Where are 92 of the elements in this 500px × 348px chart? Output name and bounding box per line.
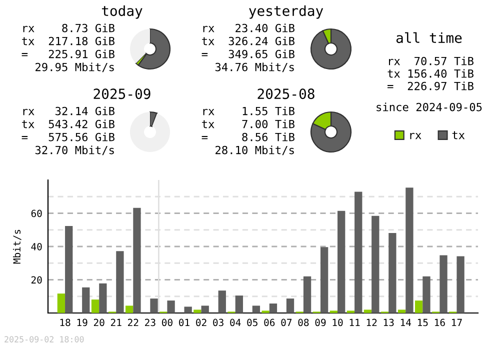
x-tick-label: 00 [162,318,172,326]
x-tick-label: 12 [366,318,377,326]
donut-slice [130,29,150,64]
donut-slice [130,112,170,152]
text: rx 8.73 GiB [23,24,114,32]
bar [406,188,414,313]
bar [65,226,73,313]
y-tick-label: 20 [31,276,42,284]
bar [125,306,134,313]
text: 34.76 Mbit/s [215,62,294,72]
donut-slice [310,28,352,70]
x-tick-label: 16 [435,318,445,326]
x-tick-label: 13 [384,318,394,326]
x-tick-label: 23 [145,318,156,326]
x-tick-label: 09 [315,318,326,326]
text: 28.10 Mbit/s [216,146,294,156]
bar [422,276,430,313]
text: 32.70 Mbit/s [35,146,114,156]
x-tick-label: 05 [247,318,258,326]
chart-title: today [102,5,142,19]
text: 29.95 Mbit/s [36,62,114,72]
text: = 575.56 GiB [22,132,114,142]
chart-title: 2025-08 [258,88,314,100]
donut-slice [138,28,171,70]
donut-slice [310,111,352,153]
bar [286,298,294,313]
bar [201,306,209,313]
x-tick-label: 08 [298,318,309,326]
x-tick-label: 03 [213,318,224,326]
x-tick-label: 17 [452,318,462,326]
x-tick-label: 10 [332,318,343,326]
bar [414,300,423,313]
chart-title: yesterday [249,5,324,19]
x-tick-label: 01 [179,318,190,326]
x-tick-label: 06 [264,318,275,326]
legend-label: tx [452,131,465,140]
bar [184,306,192,313]
text: rx 23.40 GiB [203,24,294,32]
bar [82,287,90,313]
text: tx 7.00 TiB [202,120,294,128]
text: tx 156.40 TiB [388,69,474,78]
x-tick-label: 22 [128,318,138,326]
x-tick-label: 20 [94,318,104,326]
text: all time [396,32,462,44]
x-tick-label: 15 [418,318,428,326]
y-tick-label: 40 [31,243,42,250]
bar [99,283,107,313]
text: = 225.91 GiB [22,50,114,58]
bar [338,210,346,313]
text: rx 1.55 TiB [203,106,294,116]
y-tick-label: 60 [31,210,42,218]
x-tick-label: 18 [60,318,70,326]
bar [269,304,278,313]
bar [364,310,372,313]
x-tick-label: 02 [196,318,206,326]
bar [133,208,141,313]
bar [388,233,396,313]
legend-label: rx [410,132,422,140]
bar [320,247,328,313]
x-tick-label: 19 [77,318,88,326]
chart-title: 2025-09 [94,88,150,100]
bar [372,216,380,313]
text: tx 543.42 GiB [22,120,114,128]
text: tx 326.24 GiB [202,36,294,46]
y-axis-title: Mbit/s [12,230,22,264]
bar [303,276,312,313]
text: rx 32.14 GiB [23,106,114,116]
text: = 8.56 TiB [202,132,294,142]
text: rx 70.57 TiB [389,56,474,66]
text: since 2024-09-05 [376,102,482,112]
bar [398,310,406,313]
bar [354,192,362,313]
x-tick-label: 07 [281,318,292,326]
bar [116,251,124,313]
x-tick-label: 21 [110,318,122,326]
x-tick-label: 04 [230,318,241,326]
bar [194,310,202,313]
bar [440,255,448,313]
text: 2025-09-02 18:00 [4,336,84,342]
text: = 226.97 TiB [388,82,474,90]
bar [456,256,464,313]
bar [167,300,175,313]
text: tx 217.18 GiB [22,36,114,46]
bar [57,294,66,313]
bar [235,296,243,313]
bar [150,298,158,313]
bar [252,306,260,313]
bar [218,290,226,313]
x-tick-label: 14 [400,318,412,326]
bar [91,300,100,313]
text: = 349.65 GiB [202,50,294,58]
x-tick-label: 11 [350,318,360,326]
